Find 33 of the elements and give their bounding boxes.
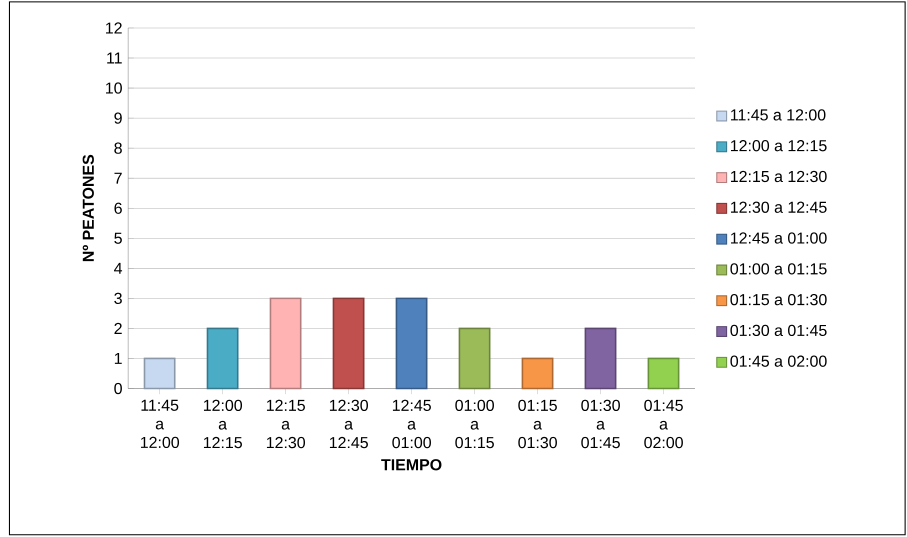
legend-label: 01:15 a 01:30	[730, 294, 827, 306]
legend-label: 12:00 a 12:15	[731, 140, 827, 152]
legend-label: 01:00 a 01:15	[730, 263, 827, 275]
x-tick-label: 01:30 a 01:45	[581, 400, 620, 448]
x-tick-label: 12:15 a 12:30	[266, 400, 306, 448]
x-tick-label: 12:30 a 12:45	[330, 400, 368, 448]
y-tick-label: 11	[107, 52, 122, 64]
x-tick-label: 01:45 a 02:00	[644, 400, 683, 448]
y-tick-label: 12	[106, 22, 122, 34]
legend-label: 01:45 a 02:00	[730, 356, 827, 367]
y-tick-label: 4	[114, 263, 122, 274]
y-tick-label: 1	[114, 353, 122, 364]
x-tick-label: 12:00 a 12:15	[204, 400, 242, 448]
y-tick-label: 2	[114, 323, 122, 334]
y-tick-label: 9	[114, 112, 122, 124]
x-tick-label: 01:00 a 01:15	[455, 400, 494, 448]
y-tick-label: 8	[114, 142, 122, 154]
x-tick-label: 12:45 a 01:00	[392, 400, 431, 448]
legend-label: 12:15 a 12:30	[731, 171, 827, 182]
y-axis-title: Nº PEATONES	[82, 155, 94, 262]
y-tick-label: 7	[114, 172, 122, 184]
legend-label: 01:30 a 01:45	[730, 324, 827, 336]
legend-label: 12:45 a 01:00	[731, 232, 827, 244]
x-axis-title: TIEMPO	[381, 459, 442, 471]
y-tick-label: 3	[114, 292, 122, 304]
y-tick-label: 5	[114, 232, 122, 244]
y-tick-label: 0	[114, 383, 122, 394]
legend-label: 11:45 a 12:00	[731, 109, 826, 121]
y-tick-label: 10	[106, 82, 122, 94]
x-tick-label: 11:45 a 12:00	[140, 400, 180, 448]
x-tick-label: 01:15 a 01:30	[518, 400, 557, 448]
legend-label: 12:30 a 12:45	[731, 202, 827, 214]
y-tick-label: 6	[114, 202, 122, 214]
